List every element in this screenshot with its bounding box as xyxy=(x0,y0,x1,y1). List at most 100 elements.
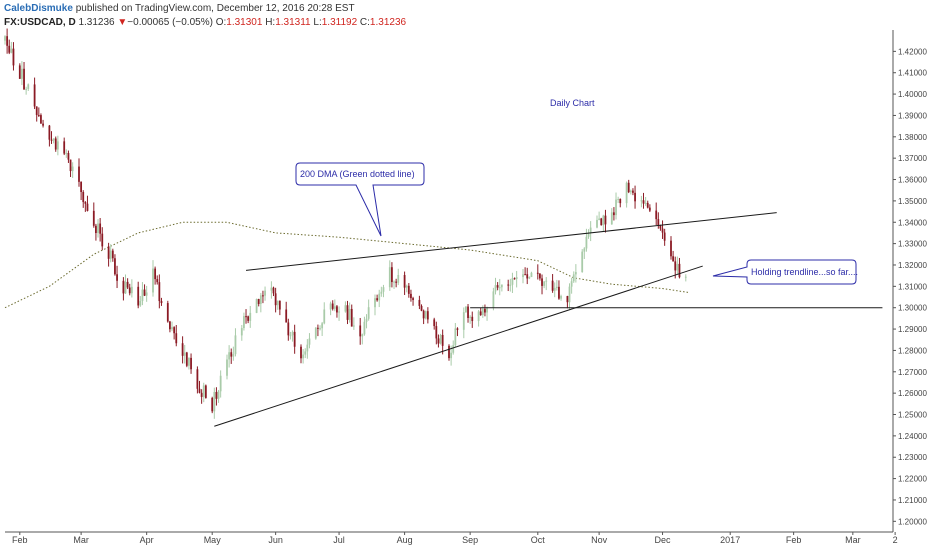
candle-body[interactable] xyxy=(331,303,334,309)
candle-body[interactable] xyxy=(329,303,332,310)
candle-body[interactable] xyxy=(230,352,233,357)
candle-body[interactable] xyxy=(450,352,453,359)
candle-body[interactable] xyxy=(513,278,516,280)
candle-body[interactable] xyxy=(264,290,266,296)
candle-body[interactable] xyxy=(374,298,376,308)
candle-body[interactable] xyxy=(619,198,622,204)
candle-body[interactable] xyxy=(566,296,569,303)
candle-body[interactable] xyxy=(437,338,440,344)
candle-body[interactable] xyxy=(528,277,531,279)
candle-body[interactable] xyxy=(314,327,317,339)
candle-body[interactable] xyxy=(124,281,127,294)
candles[interactable] xyxy=(4,28,687,419)
candle-body[interactable] xyxy=(391,267,393,283)
candle-body[interactable] xyxy=(317,327,319,329)
candle-body[interactable] xyxy=(629,190,632,193)
candle-body[interactable] xyxy=(211,397,214,412)
candle-body[interactable] xyxy=(158,282,161,302)
candle-body[interactable] xyxy=(92,210,95,226)
candle-body[interactable] xyxy=(676,263,679,271)
candle-body[interactable] xyxy=(35,106,38,115)
candle-body[interactable] xyxy=(424,311,427,319)
x-axis-ticks[interactable]: Feb Mar Apr May Jun Jul Aug Sep Oct Nov Dec 2017 Feb… xyxy=(12,532,898,545)
candle-body[interactable] xyxy=(530,272,533,278)
candle-body[interactable] xyxy=(359,325,362,337)
candle-body[interactable] xyxy=(585,236,588,249)
candle-body[interactable] xyxy=(338,311,340,313)
candle-body[interactable] xyxy=(69,159,72,172)
candle-body[interactable] xyxy=(602,215,605,226)
candle-body[interactable] xyxy=(426,311,429,320)
candle-body[interactable] xyxy=(642,200,645,204)
candle-body[interactable] xyxy=(568,286,571,303)
candle-body[interactable] xyxy=(587,232,590,237)
candle-body[interactable] xyxy=(6,36,9,46)
candle-body[interactable] xyxy=(496,285,499,288)
candle-body[interactable] xyxy=(234,335,237,355)
candle-body[interactable] xyxy=(655,210,658,220)
candle-body[interactable] xyxy=(116,274,118,281)
candle-body[interactable] xyxy=(632,190,634,193)
candle-body[interactable] xyxy=(545,280,548,282)
candle-body[interactable] xyxy=(274,293,277,306)
candle-body[interactable] xyxy=(684,276,687,278)
candle-body[interactable] xyxy=(272,287,275,294)
candle-body[interactable] xyxy=(574,272,577,275)
candle-body[interactable] xyxy=(589,227,592,233)
candle-body[interactable] xyxy=(139,301,142,306)
candle-body[interactable] xyxy=(395,281,398,283)
candle-body[interactable] xyxy=(18,65,21,79)
candle-body[interactable] xyxy=(97,223,99,234)
candle-body[interactable] xyxy=(291,331,294,336)
candle-body[interactable] xyxy=(145,292,148,296)
candle-body[interactable] xyxy=(270,287,273,291)
candle-body[interactable] xyxy=(456,328,459,330)
trendlines[interactable] xyxy=(214,212,883,427)
candle-body[interactable] xyxy=(479,311,482,315)
candle-body[interactable] xyxy=(555,286,558,288)
candle-body[interactable] xyxy=(109,250,112,259)
candle-body[interactable] xyxy=(536,272,539,274)
candle-body[interactable] xyxy=(511,278,514,285)
candle-body[interactable] xyxy=(634,192,636,202)
candle-body[interactable] xyxy=(551,280,554,291)
candle-body[interactable] xyxy=(397,275,400,283)
candle-body[interactable] xyxy=(323,309,326,324)
candle-body[interactable] xyxy=(84,202,87,204)
candle-body[interactable] xyxy=(452,345,455,353)
candle-body[interactable] xyxy=(613,212,615,216)
candle-body[interactable] xyxy=(122,280,125,294)
candle-body[interactable] xyxy=(190,357,192,370)
candle-body[interactable] xyxy=(82,192,85,203)
candle-body[interactable] xyxy=(50,139,53,141)
candle-body[interactable] xyxy=(285,309,288,323)
candle-body[interactable] xyxy=(173,327,176,334)
candle-body[interactable] xyxy=(346,305,349,320)
candle-body[interactable] xyxy=(126,281,129,288)
candle-body[interactable] xyxy=(492,291,495,308)
candle-body[interactable] xyxy=(388,267,391,288)
candle-body[interactable] xyxy=(462,312,465,330)
candle-body[interactable] xyxy=(171,327,173,330)
candle-body[interactable] xyxy=(572,274,575,282)
candle-body[interactable] xyxy=(319,328,321,330)
candle-body[interactable] xyxy=(481,308,484,315)
candle-body[interactable] xyxy=(80,181,83,193)
candle-body[interactable] xyxy=(198,388,201,393)
candle-body[interactable] xyxy=(196,369,199,389)
candle-body[interactable] xyxy=(232,354,235,357)
candle-body[interactable] xyxy=(522,274,524,278)
candle-body[interactable] xyxy=(204,385,207,398)
candle-body[interactable] xyxy=(278,300,281,310)
y-axis-ticks[interactable]: 1.42000 1.41000 1.40000 1.39000 1.38000 1.370… xyxy=(893,47,927,526)
candle-body[interactable] xyxy=(433,319,436,327)
candle-body[interactable] xyxy=(365,318,368,322)
candle-body[interactable] xyxy=(181,343,184,356)
candle-body[interactable] xyxy=(454,328,457,346)
candle-body[interactable] xyxy=(217,391,220,399)
candle-body[interactable] xyxy=(410,293,412,299)
candle-body[interactable] xyxy=(610,212,613,225)
candle-body[interactable] xyxy=(67,153,70,160)
candle-body[interactable] xyxy=(156,279,159,283)
